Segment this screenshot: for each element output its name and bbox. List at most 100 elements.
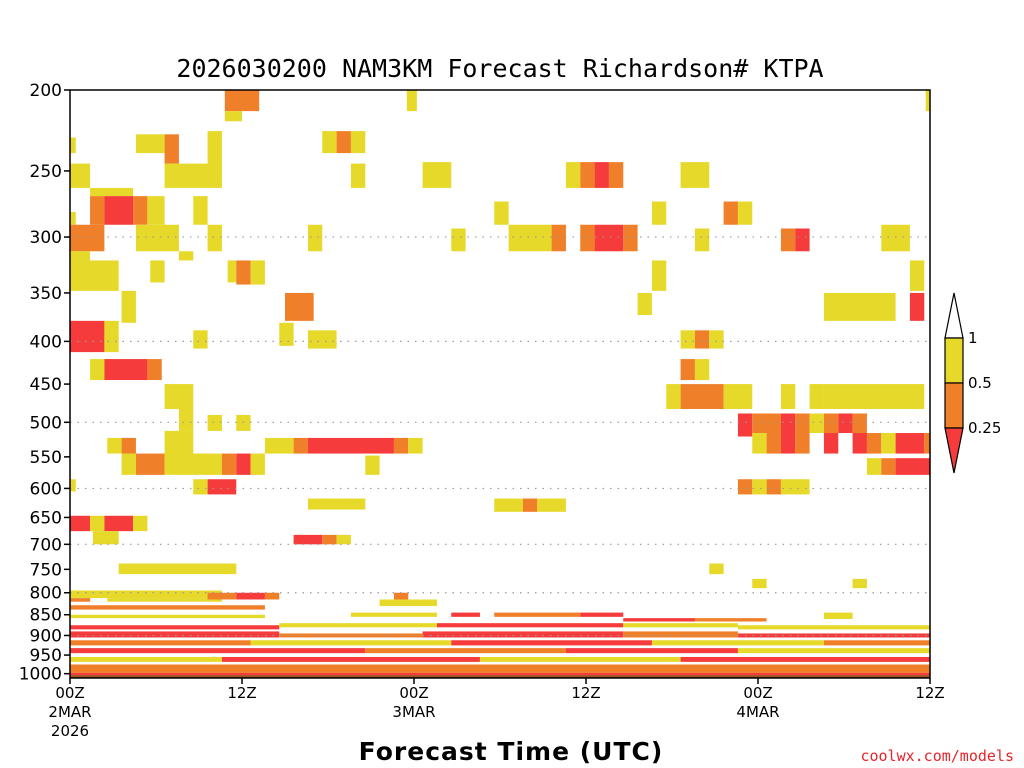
- heatmap-cell: [451, 612, 480, 617]
- heatmap-cell: [224, 111, 242, 122]
- heatmap-cell: [70, 648, 366, 654]
- heatmap-cell: [823, 612, 853, 619]
- heatmap-cell: [408, 437, 423, 454]
- heatmap-cell: [651, 640, 824, 646]
- heatmap-cell: [780, 384, 796, 410]
- heatmap-cell: [70, 251, 91, 261]
- heatmap-cell: [838, 413, 853, 434]
- heatmap-cell: [723, 384, 753, 410]
- heatmap-cell: [279, 322, 294, 346]
- heatmap-cell: [881, 433, 896, 454]
- heatmap-cell: [494, 201, 509, 225]
- heatmap-cell: [121, 437, 136, 454]
- y-tick-label: 800: [30, 584, 62, 604]
- heatmap-cell: [135, 224, 179, 252]
- y-tick-label: 1000: [19, 665, 62, 685]
- legend-label: 0.5: [968, 374, 992, 392]
- heatmap-cell: [737, 625, 930, 630]
- heatmap-cell: [193, 330, 208, 349]
- color-legend: 1 0.5 0.25: [944, 292, 1001, 474]
- y-tick-label: 900: [30, 626, 62, 646]
- y-tick-label: 350: [30, 284, 62, 304]
- heatmap-cell: [925, 90, 930, 112]
- heatmap-cell: [133, 515, 148, 532]
- heatmap-cell: [766, 479, 781, 495]
- x-tick-label: 00Z: [55, 684, 84, 702]
- heatmap-cell: [895, 433, 925, 454]
- heatmap-cell: [752, 479, 767, 495]
- x-tick-label: 00Z: [743, 684, 772, 702]
- heatmap-cell: [70, 320, 105, 353]
- heatmap-cell: [852, 413, 867, 434]
- heatmap-cell: [227, 260, 237, 283]
- heatmap-cell: [193, 196, 208, 225]
- heatmap-cell: [207, 414, 222, 431]
- heatmap-cell: [193, 479, 208, 495]
- heatmap-cell: [147, 196, 165, 225]
- heatmap-cell: [494, 498, 523, 512]
- heatmap-cell: [823, 413, 839, 434]
- heatmap-cell: [852, 433, 867, 454]
- heatmap-cell: [737, 413, 753, 437]
- y-tick-label: 400: [30, 332, 62, 352]
- heatmap-cell: [104, 196, 134, 225]
- legend-swatch: [944, 337, 964, 384]
- heatmap-cell: [150, 260, 165, 283]
- heatmap-cell: [90, 359, 105, 381]
- heatmap-cell: [164, 384, 194, 410]
- heatmap-cell: [680, 330, 695, 349]
- x-tick-date-label: 3MAR: [392, 703, 435, 721]
- heatmap-cell: [224, 90, 260, 112]
- y-tick-label: 600: [30, 479, 62, 499]
- heatmap-cell: [780, 228, 796, 252]
- heatmap-cell: [90, 187, 134, 197]
- heatmap-cell: [70, 631, 280, 638]
- heatmap-cell: [70, 614, 265, 619]
- heatmap-cell: [307, 437, 394, 454]
- heatmap-cell: [322, 534, 337, 545]
- heatmap-cell: [594, 162, 609, 188]
- y-tick-label: 550: [30, 448, 62, 468]
- heatmap-cell: [133, 196, 148, 225]
- heatmap-cell: [250, 260, 265, 285]
- heatmap-cell: [780, 413, 796, 434]
- y-tick-label: 950: [30, 646, 62, 666]
- heatmap-cell: [164, 163, 222, 188]
- heatmap-cell: [350, 131, 366, 154]
- heatmap-cell: [207, 224, 222, 252]
- heatmap-cell: [522, 498, 538, 512]
- heatmap-cell: [236, 453, 251, 475]
- heatmap-cell: [336, 131, 351, 154]
- heatmap-cell: [365, 648, 566, 654]
- y-tick-label: 250: [30, 162, 62, 182]
- heatmap-cell: [104, 515, 134, 532]
- heatmap-cell: [336, 534, 351, 545]
- y-tick-label: 500: [30, 413, 62, 433]
- heatmap-cell: [823, 433, 839, 454]
- legend-swatch: [944, 382, 964, 429]
- heatmap-cell: [107, 598, 222, 602]
- heatmap-cell: [694, 228, 710, 252]
- x-tick-label: 12Z: [915, 684, 944, 702]
- heatmap-cell: [694, 618, 767, 622]
- heatmap-cell: [881, 224, 910, 252]
- heatmap-cell: [178, 251, 194, 261]
- heatmap-cell: [279, 633, 423, 638]
- heatmap-cell: [823, 640, 930, 646]
- heatmap-cell: [207, 131, 222, 171]
- legend-top-triangle: [944, 292, 964, 339]
- heatmap-cell: [795, 228, 810, 252]
- heatmap-cell: [322, 131, 337, 154]
- heatmap-cell: [70, 163, 91, 188]
- heatmap-cell: [881, 458, 896, 475]
- x-tick-label: 12Z: [571, 684, 600, 702]
- heatmap-cell: [623, 618, 695, 622]
- heatmap-cell: [221, 656, 480, 662]
- heatmap-cell: [393, 437, 409, 454]
- heatmap-cell: [118, 563, 237, 575]
- heatmap-cell: [795, 433, 810, 454]
- heatmap-cell: [694, 359, 710, 381]
- heatmap-cell: [70, 137, 76, 154]
- heatmap-cell: [350, 612, 437, 617]
